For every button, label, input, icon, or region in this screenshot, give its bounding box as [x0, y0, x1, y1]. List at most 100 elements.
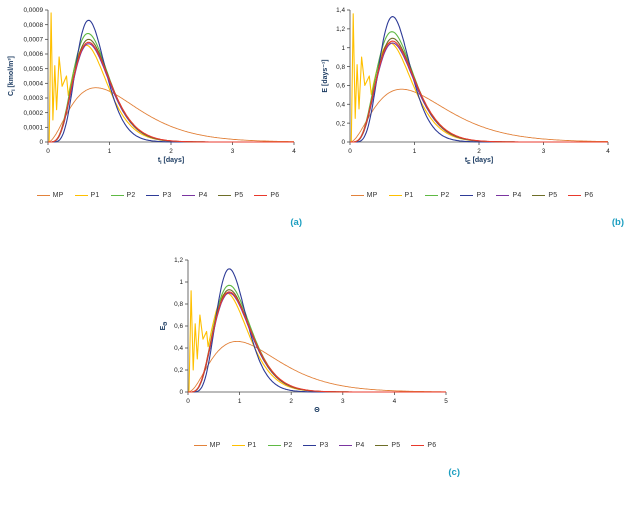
legend-item-p4: P4: [339, 442, 364, 449]
legend-item-mp: MP: [193, 442, 221, 449]
chart-c-block: 0 0,2 0,4 0,6 0,8 1 1,2 0 1 2 3 4 5 Θ EΘ MP P1 P2 P3 P4 P5 P…: [156, 252, 474, 478]
chart-a-canvas: 0 0,0001 0,0002 0,0003 0,0004 0,0005 0,0006 0,0…: [4, 2, 312, 174]
legend-item-p6: P6: [568, 192, 593, 199]
legend-line-sample: [411, 445, 425, 446]
legend-label: P5: [234, 192, 244, 199]
svg-text:0: 0: [186, 398, 190, 405]
legend-label: P5: [391, 442, 401, 449]
legend-label: P6: [427, 442, 437, 449]
legend-item-p5: P5: [218, 192, 243, 199]
svg-text:0,0004: 0,0004: [23, 81, 43, 88]
svg-text:1,4: 1,4: [336, 7, 345, 14]
legend-item-p1: P1: [74, 192, 100, 199]
svg-text:0: 0: [46, 148, 50, 155]
chart-c-canvas: 0 0,2 0,4 0,6 0,8 1 1,2 0 1 2 3 4 5 Θ EΘ: [156, 252, 474, 424]
legend-label: MP: [366, 192, 378, 199]
svg-text:0,4: 0,4: [336, 101, 345, 108]
legend-label: P5: [548, 192, 558, 199]
svg-text:0: 0: [179, 389, 183, 396]
svg-text:5: 5: [444, 398, 448, 405]
chart-a-svg: 0 0,0001 0,0002 0,0003 0,0004 0,0005 0,0006 0,0…: [8, 7, 296, 166]
legend-line-sample: [231, 445, 245, 446]
svg-text:4: 4: [606, 148, 610, 155]
svg-text:0: 0: [341, 139, 345, 146]
svg-text:0,0007: 0,0007: [23, 37, 43, 44]
legend-item-p2: P2: [110, 192, 136, 199]
svg-text:ti [days]: ti [days]: [158, 157, 184, 166]
legend-label: P1: [247, 442, 257, 449]
legend-item-p2: P2: [424, 192, 450, 199]
svg-text:1: 1: [108, 148, 112, 155]
svg-text:0,2: 0,2: [336, 120, 345, 127]
chart-c-legend: MP P1 P2 P3 P4 P5 P6: [156, 442, 474, 449]
svg-text:1,2: 1,2: [336, 26, 345, 33]
legend-line-sample: [460, 195, 474, 196]
svg-text:E [days⁻¹]: E [days⁻¹]: [322, 59, 329, 92]
legend-line-sample: [36, 195, 50, 196]
legend-line-sample: [568, 195, 582, 196]
chart-b-legend: MP P1 P2 P3 P4 P5 P6: [318, 192, 626, 199]
legend-label: P2: [440, 192, 450, 199]
svg-text:3: 3: [542, 148, 546, 155]
svg-text:Ci [kmol/m³]: Ci [kmol/m³]: [8, 56, 17, 96]
legend-label: P4: [355, 442, 365, 449]
caption-a: (a): [290, 217, 302, 228]
legend-label: P2: [283, 442, 293, 449]
svg-text:0,4: 0,4: [174, 345, 183, 352]
legend-item-p3: P3: [303, 442, 328, 449]
svg-text:0,8: 0,8: [336, 64, 345, 71]
legend-item-p4: P4: [496, 192, 521, 199]
svg-text:4: 4: [292, 148, 296, 155]
legend-label: MP: [209, 442, 221, 449]
legend-item-mp: MP: [350, 192, 378, 199]
svg-text:3: 3: [231, 148, 235, 155]
svg-text:0,0006: 0,0006: [23, 51, 43, 58]
legend-label: P4: [198, 192, 208, 199]
chart-a-legend: MP P1 P2 P3 P4 P5 P6: [4, 192, 312, 199]
legend-line-sample: [339, 445, 353, 446]
legend-line-sample: [532, 195, 546, 196]
legend-line-sample: [267, 445, 281, 446]
chart-a-block: 0 0,0001 0,0002 0,0003 0,0004 0,0005 0,0006 0,0…: [4, 2, 312, 228]
svg-text:2: 2: [477, 148, 481, 155]
legend-line-sample: [74, 195, 88, 196]
legend-label: P4: [512, 192, 522, 199]
svg-text:0,8: 0,8: [174, 301, 183, 308]
legend-item-p3: P3: [460, 192, 485, 199]
legend-label: P3: [319, 442, 329, 449]
legend-item-p1: P1: [388, 192, 414, 199]
svg-text:0,2: 0,2: [174, 367, 183, 374]
svg-text:Θ: Θ: [314, 407, 320, 414]
legend-line-sample: [254, 195, 268, 196]
legend-label: P1: [90, 192, 100, 199]
legend-label: P1: [404, 192, 414, 199]
svg-text:1: 1: [413, 148, 417, 155]
legend-line-sample: [303, 445, 317, 446]
svg-text:0: 0: [348, 148, 352, 155]
legend-line-sample: [146, 195, 160, 196]
svg-text:0,6: 0,6: [336, 83, 345, 90]
legend-line-sample: [218, 195, 232, 196]
legend-item-p5: P5: [532, 192, 557, 199]
legend-label: P6: [584, 192, 594, 199]
legend-item-p5: P5: [375, 442, 400, 449]
svg-text:0,6: 0,6: [174, 323, 183, 330]
legend-line-sample: [193, 445, 207, 446]
legend-line-sample: [182, 195, 196, 196]
svg-text:EΘ: EΘ: [160, 322, 169, 331]
svg-text:0,0005: 0,0005: [23, 66, 43, 73]
chart-b-canvas: 0 0,2 0,4 0,6 0,8 1 1,2 1,4 0 1 2 3 4 tE [days] E [day…: [318, 2, 626, 174]
svg-text:2: 2: [169, 148, 173, 155]
svg-text:0,0008: 0,0008: [23, 22, 43, 29]
svg-text:0,0002: 0,0002: [23, 110, 43, 117]
legend-line-sample: [496, 195, 510, 196]
svg-text:0,0009: 0,0009: [23, 7, 43, 14]
chart-b-block: 0 0,2 0,4 0,6 0,8 1 1,2 1,4 0 1 2 3 4 tE [days] E [day…: [318, 2, 626, 228]
legend-label: P3: [162, 192, 172, 199]
legend-line-sample: [350, 195, 364, 196]
svg-text:0,0003: 0,0003: [23, 95, 43, 102]
svg-text:tE [days]: tE [days]: [465, 157, 493, 166]
legend-line-sample: [388, 195, 402, 196]
legend-line-sample: [375, 445, 389, 446]
